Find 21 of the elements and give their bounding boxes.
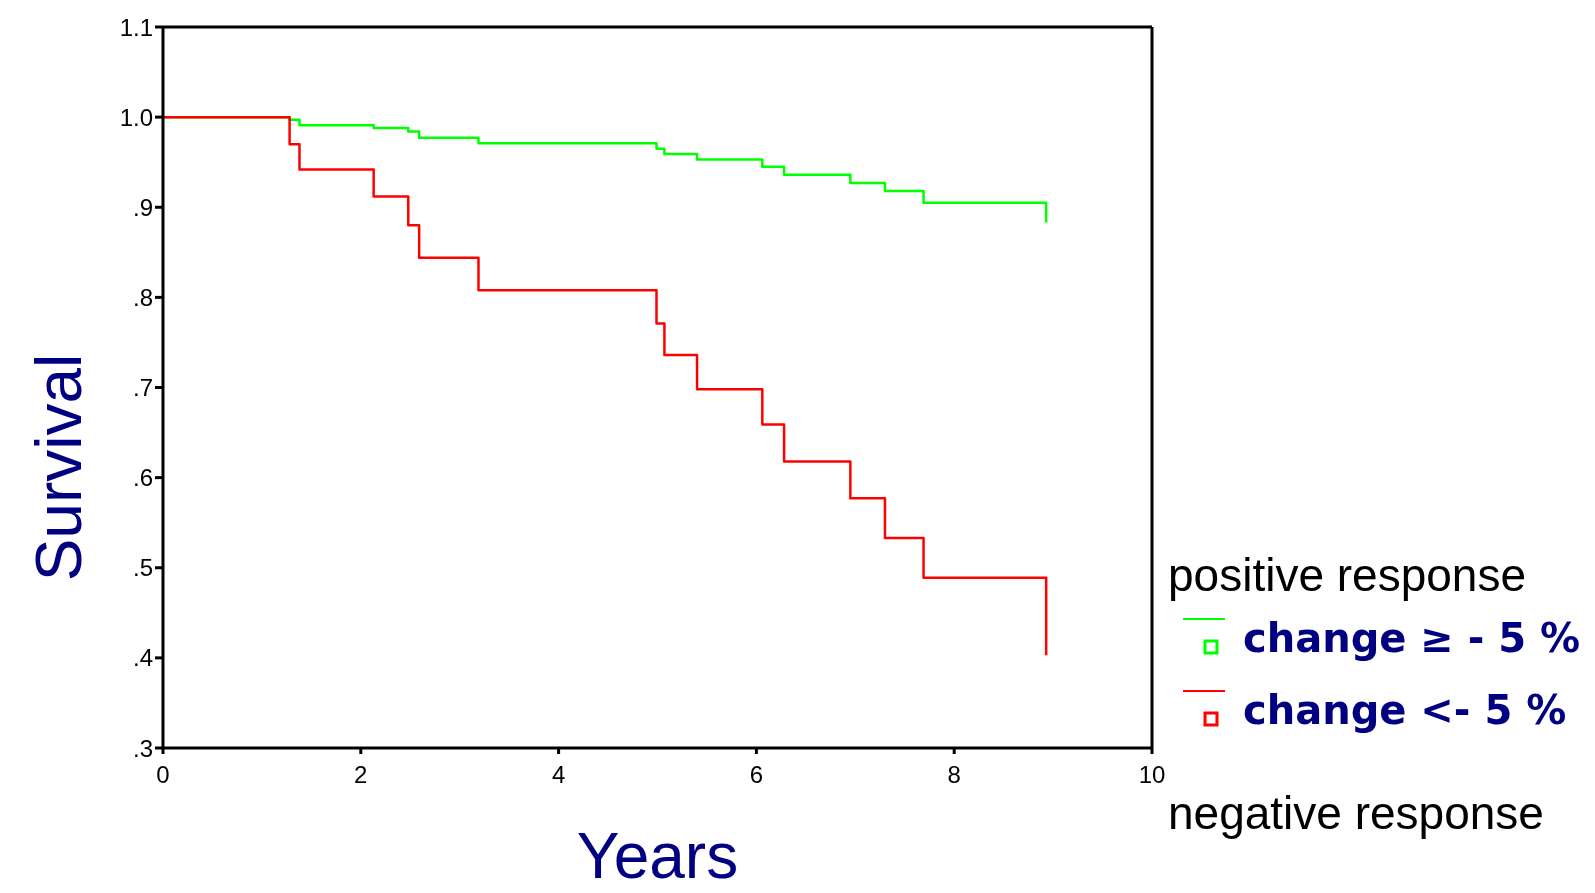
y-tick-label: .8 bbox=[132, 283, 153, 311]
legend-label: change <- 5 % bbox=[1243, 687, 1567, 733]
y-tick-label: .5 bbox=[132, 554, 153, 582]
y-tick-label: 1.0 bbox=[119, 103, 153, 131]
legend-title: positive response bbox=[1168, 548, 1527, 602]
x-tick-label: 8 bbox=[947, 761, 961, 789]
y-tick-label: 1.1 bbox=[119, 13, 153, 41]
x-axis-title: Years bbox=[576, 820, 739, 892]
y-tick-label: .7 bbox=[132, 374, 153, 402]
x-tick-label: 4 bbox=[551, 761, 566, 789]
y-tick-label: .4 bbox=[132, 644, 153, 672]
y-tick-label: .6 bbox=[132, 464, 153, 492]
x-tick-label: 10 bbox=[1138, 761, 1166, 789]
x-tick-label: 2 bbox=[354, 761, 368, 789]
y-axis-title: Survival bbox=[22, 353, 95, 582]
text: negative response bbox=[1168, 786, 1545, 840]
y-tick-label: .9 bbox=[132, 193, 153, 221]
x-tick-label: 6 bbox=[749, 761, 764, 789]
y-tick-label: .3 bbox=[132, 734, 153, 762]
x-tick-label: 0 bbox=[156, 761, 170, 789]
legend-label: change ≥ - 5 % bbox=[1243, 615, 1581, 661]
